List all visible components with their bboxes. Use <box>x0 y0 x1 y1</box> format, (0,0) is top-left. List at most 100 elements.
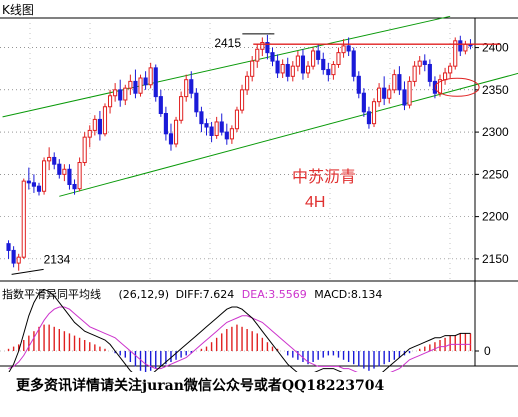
candle <box>47 147 52 171</box>
candle <box>458 35 463 57</box>
candle-body <box>336 52 341 65</box>
macd-zero-label: 0 <box>484 344 491 358</box>
candle <box>371 98 377 128</box>
candle <box>427 59 432 87</box>
candle-body <box>321 58 326 71</box>
low-label: 2134 <box>44 252 71 266</box>
candle <box>87 125 92 148</box>
candle <box>234 106 240 133</box>
candle-body <box>102 106 108 135</box>
y-tick-label: 2200 <box>482 210 509 224</box>
candle-body <box>280 63 285 74</box>
candle-body <box>239 89 245 111</box>
candle <box>128 74 133 95</box>
channel-upper-line <box>2 15 451 118</box>
macd-panel: 0 <box>0 288 491 383</box>
footer-text: 更多资讯详情请关注juran微信公众号或者QQ18223704 <box>16 378 385 394</box>
candle <box>412 61 417 87</box>
macd-diff: DIFF:7.624 <box>175 288 235 301</box>
candle-body <box>153 67 158 98</box>
macd-name: 指数平滑异同平均线 <box>2 288 101 301</box>
candle-body <box>427 63 432 82</box>
candle <box>305 61 311 79</box>
candle <box>321 52 326 75</box>
candle-body <box>331 63 336 76</box>
candle <box>21 178 26 259</box>
candle <box>118 79 123 107</box>
candle <box>62 164 67 182</box>
candle-body <box>453 40 458 67</box>
candle <box>336 47 341 68</box>
candle <box>255 44 260 68</box>
candle <box>168 123 174 151</box>
candle-body <box>260 42 265 50</box>
candle-body <box>107 95 113 108</box>
candle <box>41 157 47 195</box>
price-axis: 2150 2200 2250 2300 2350 2400 <box>475 41 509 266</box>
candle <box>189 71 194 99</box>
candle-body <box>87 129 92 138</box>
candle-body <box>168 133 174 145</box>
channel-lower-line <box>59 72 518 197</box>
candle <box>417 56 422 75</box>
candle-body <box>214 121 219 136</box>
candle-body <box>245 75 250 91</box>
candle <box>316 44 321 65</box>
candle <box>326 62 331 82</box>
candle <box>219 113 224 136</box>
candle <box>77 157 82 192</box>
candle-body <box>138 77 143 94</box>
candle <box>26 167 31 190</box>
candle-body <box>265 42 270 54</box>
candle <box>224 123 229 145</box>
candle <box>239 84 245 114</box>
candle-body <box>163 113 168 135</box>
candle-body <box>224 131 229 140</box>
diff-line <box>8 288 471 383</box>
candle-body <box>448 65 453 74</box>
candle <box>275 54 280 79</box>
candle <box>265 34 270 60</box>
y-tick-label: 2400 <box>482 41 509 55</box>
candle <box>392 69 397 94</box>
candle <box>36 182 42 196</box>
macd-params: (26,12,9) <box>118 288 170 301</box>
candle-body <box>300 55 306 74</box>
trend-channel <box>2 15 518 197</box>
candle-body <box>36 185 42 192</box>
candle-body <box>16 256 21 264</box>
candle-body <box>123 87 128 101</box>
candle <box>158 89 163 117</box>
candle-body <box>392 74 397 91</box>
candle <box>356 71 361 99</box>
candle-body <box>62 168 67 175</box>
candle <box>138 74 143 97</box>
candle-body <box>285 63 290 77</box>
candle <box>16 253 21 271</box>
candle-body <box>41 160 47 192</box>
candle-body <box>361 92 366 113</box>
candle-body <box>290 65 295 77</box>
candle-body <box>148 67 153 86</box>
annotation-layer: 2415 2134 中苏沥青 4H <box>11 33 500 275</box>
candle-body <box>326 69 331 76</box>
candle <box>402 81 407 111</box>
candle <box>229 125 234 144</box>
candle-body <box>229 128 234 140</box>
candle <box>295 50 300 72</box>
candle <box>113 83 118 102</box>
candle-body <box>118 89 123 101</box>
candle <box>52 152 57 170</box>
candle <box>194 88 199 117</box>
candle-body <box>219 121 224 133</box>
candle-body <box>234 109 240 130</box>
candle <box>173 116 179 148</box>
candle-body <box>402 89 407 106</box>
candle-body <box>311 50 316 67</box>
candle-body <box>255 48 260 62</box>
candle <box>377 83 382 107</box>
candle <box>97 110 102 141</box>
candle <box>351 47 356 82</box>
candle-body <box>77 162 82 190</box>
